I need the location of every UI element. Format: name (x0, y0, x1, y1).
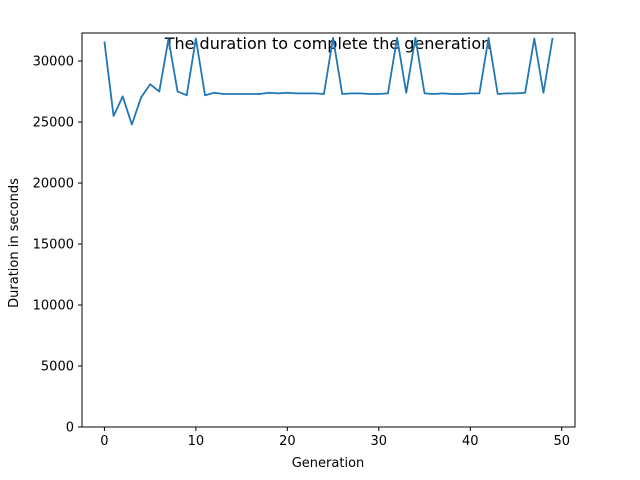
x-tick-label: 50 (553, 434, 570, 449)
y-tick-label: 15000 (33, 238, 74, 253)
x-tick-label: 20 (279, 434, 296, 449)
x-tick-label: 0 (100, 434, 108, 449)
x-axis: 0 10 20 30 40 50 (100, 427, 570, 449)
y-tick-label: 10000 (33, 299, 74, 314)
y-tick-label: 20000 (33, 177, 74, 192)
y-tick-label: 0 (66, 421, 74, 436)
x-tick-label: 10 (188, 434, 205, 449)
x-axis-label: Generation (292, 456, 365, 471)
chart-title: The duration to complete the generation (164, 34, 492, 53)
y-axis: 0 5000 10000 15000 20000 25000 30000 (33, 55, 82, 436)
y-tick-label: 30000 (33, 55, 74, 70)
x-tick-label: 30 (371, 434, 388, 449)
y-axis-label: Duration in seconds (7, 178, 22, 308)
y-tick-label: 5000 (41, 360, 74, 375)
plot-frame (81, 32, 576, 428)
x-tick-label: 40 (462, 434, 479, 449)
plot-area (103, 36, 554, 126)
series-line (103, 36, 554, 126)
y-tick-label: 25000 (33, 116, 74, 131)
